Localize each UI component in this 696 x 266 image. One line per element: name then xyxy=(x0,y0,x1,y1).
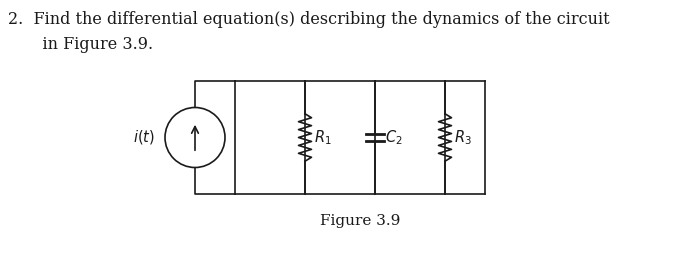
Text: $i(t)$: $i(t)$ xyxy=(133,128,155,147)
Text: 2.  Find the differential equation(s) describing the dynamics of the circuit: 2. Find the differential equation(s) des… xyxy=(8,11,610,28)
Text: $C_2$: $C_2$ xyxy=(385,128,402,147)
Text: Figure 3.9: Figure 3.9 xyxy=(320,214,400,228)
Text: $R_1$: $R_1$ xyxy=(314,128,332,147)
Text: $R_3$: $R_3$ xyxy=(454,128,472,147)
Text: in Figure 3.9.: in Figure 3.9. xyxy=(22,36,153,53)
